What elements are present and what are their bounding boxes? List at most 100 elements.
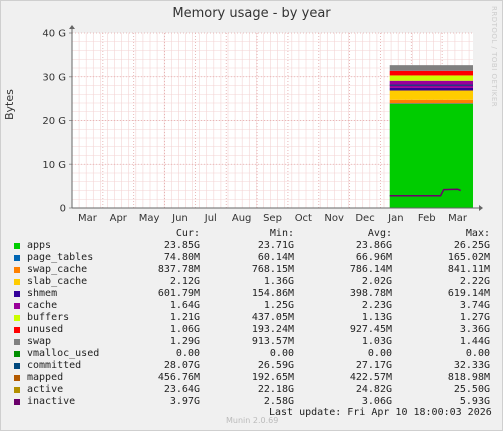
- legend-min: 22.18G: [257, 384, 294, 395]
- legend-series-name: committed: [27, 360, 82, 371]
- legend-avg: 1.03G: [361, 336, 392, 347]
- legend-max: 3.36G: [459, 324, 490, 335]
- x-tick-label: Jan: [387, 213, 403, 224]
- legend-min: 60.14M: [257, 252, 294, 263]
- legend-min: 1.36G: [263, 276, 294, 287]
- x-tick-label: Jun: [171, 213, 188, 224]
- y-tick-label: 20 G: [42, 116, 66, 127]
- legend-cur: 74.80M: [163, 252, 200, 263]
- legend-max: 26.25G: [453, 240, 490, 251]
- legend-max: 2.22G: [459, 276, 490, 287]
- legend-series-name: mapped: [27, 372, 64, 383]
- legend-series-name: buffers: [27, 312, 70, 323]
- legend-min: 26.59G: [257, 360, 294, 371]
- legend-swatch: [14, 291, 20, 297]
- legend-avg: 927.45M: [349, 324, 392, 335]
- area-slab-cache: [389, 90, 473, 100]
- area-cache: [389, 80, 473, 88]
- legend-table: Cur: Min: Avg: Max: apps 23.85G 23.71G 23.8…: [12, 228, 492, 408]
- legend-avg: 0.00: [367, 348, 392, 359]
- legend-series-name: vmalloc_used: [27, 348, 100, 359]
- legend-min: 0.00: [269, 348, 294, 359]
- legend-cur: 1.64G: [169, 300, 200, 311]
- legend-swatch: [14, 243, 20, 249]
- legend-max: 32.33G: [453, 360, 490, 371]
- legend-max: 841.11M: [447, 264, 490, 275]
- legend-series-name: shmem: [27, 288, 58, 299]
- legend-row: buffers 1.21G 437.05M 1.13G 1.27G: [12, 312, 492, 324]
- legend-series-name: swap: [27, 336, 52, 347]
- legend-swatch: [14, 399, 20, 405]
- legend-max: 0.00: [465, 348, 490, 359]
- area-swap-cache: [389, 99, 473, 104]
- x-tick-label: Mar: [78, 213, 98, 224]
- legend-row: cache 1.64G 1.25G 2.23G 3.74G: [12, 300, 492, 312]
- legend-row: shmem 601.79M 154.86M 398.78M 619.14M: [12, 288, 492, 300]
- legend-series-name: cache: [27, 300, 58, 311]
- x-tick-label: Nov: [324, 213, 344, 224]
- chart-plot: 0 10 G 20 G 30 G 40 G Mar Apr May Jun Jul Aug Sep Oc…: [42, 25, 483, 224]
- legend-row: slab_cache 2.12G 1.36G 2.02G 2.22G: [12, 276, 492, 288]
- legend-avg: 2.23G: [361, 300, 392, 311]
- legend-cur: 1.21G: [169, 312, 200, 323]
- header-avg: Avg:: [367, 228, 392, 239]
- legend-avg: 27.17G: [355, 360, 392, 371]
- legend-cur: 2.12G: [169, 276, 200, 287]
- legend-max: 3.74G: [459, 300, 490, 311]
- legend-row: active 23.64G 22.18G 24.82G 25.50G: [12, 384, 492, 396]
- legend-min: 768.15M: [251, 264, 294, 275]
- legend-cur: 23.85G: [163, 240, 200, 251]
- x-tick-label: Sep: [263, 213, 282, 224]
- legend-max: 5.93G: [459, 396, 490, 407]
- legend-series-name: apps: [27, 240, 52, 251]
- legend-swatch: [14, 255, 20, 261]
- legend-series-name: active: [27, 384, 64, 395]
- legend-row: page_tables 74.80M 60.14M 66.96M 165.02M: [12, 252, 492, 264]
- legend-min: 913.57M: [251, 336, 294, 347]
- legend-min: 154.86M: [251, 288, 294, 299]
- x-axis-arrow: [479, 205, 483, 211]
- line-inactive: [389, 188, 461, 197]
- legend-row: vmalloc_used 0.00 0.00 0.00 0.00: [12, 348, 492, 360]
- legend-row: inactive 3.97G 2.58G 3.06G 5.93G: [12, 396, 492, 408]
- legend-max: 818.98M: [447, 372, 490, 383]
- legend-swatch: [14, 279, 20, 285]
- legend-max: 165.02M: [447, 252, 490, 263]
- legend-header: Cur: Min: Avg: Max:: [12, 228, 492, 240]
- header-min: Min:: [269, 228, 294, 239]
- legend-max: 619.14M: [447, 288, 490, 299]
- area-page-tables: [389, 103, 473, 104]
- area-unused: [389, 70, 473, 76]
- legend-cur: 601.79M: [157, 288, 200, 299]
- legend-avg: 24.82G: [355, 384, 392, 395]
- x-tick-label: Mar: [448, 213, 468, 224]
- legend-avg: 66.96M: [355, 252, 392, 263]
- legend-avg: 398.78M: [349, 288, 392, 299]
- legend-row: apps 23.85G 23.71G 23.86G 26.25G: [12, 240, 492, 252]
- legend-cur: 1.06G: [169, 324, 200, 335]
- x-tick-label: Dec: [355, 213, 374, 224]
- legend-series-name: inactive: [27, 396, 76, 407]
- legend-min: 193.24M: [251, 324, 294, 335]
- legend-swatch: [14, 315, 20, 321]
- area-apps: [389, 103, 473, 208]
- rrdtool-watermark: RRDTOOL / TOBI OETIKER: [490, 6, 498, 108]
- legend-swatch: [14, 339, 20, 345]
- legend-avg: 1.13G: [361, 312, 392, 323]
- legend-max: 1.27G: [459, 312, 490, 323]
- legend-swatch: [14, 387, 20, 393]
- header-cur: Cur:: [175, 228, 200, 239]
- y-tick-label: 0: [60, 204, 66, 215]
- legend-swatch: [14, 375, 20, 381]
- legend-min: 1.25G: [263, 300, 294, 311]
- legend-swatch: [14, 351, 20, 357]
- x-tick-label: Feb: [418, 213, 436, 224]
- legend-series-name: slab_cache: [27, 276, 88, 287]
- legend-cur: 1.29G: [169, 336, 200, 347]
- munin-version: Munin 2.0.69: [226, 416, 279, 425]
- legend-series-name: page_tables: [27, 252, 94, 263]
- legend-row: mapped 456.76M 192.65M 422.57M 818.98M: [12, 372, 492, 384]
- x-tick-label: Jul: [204, 213, 217, 224]
- legend-swatch: [14, 363, 20, 369]
- legend-min: 23.71G: [257, 240, 294, 251]
